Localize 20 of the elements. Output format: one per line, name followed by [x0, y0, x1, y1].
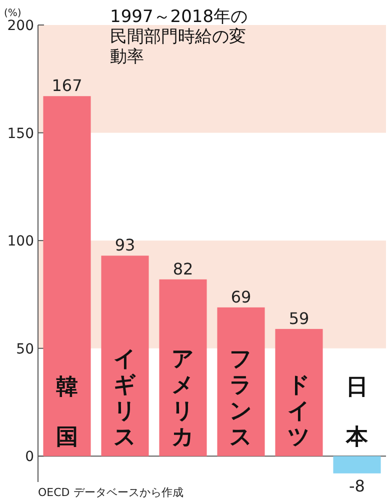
data-label: 59 — [288, 308, 310, 328]
y-axis-title: (%) — [4, 8, 22, 19]
data-label: 93 — [114, 236, 136, 255]
text: OECD データベースから作成 — [38, 486, 184, 499]
y-tick-label: 50 — [16, 341, 34, 358]
x-tick-label: アメリカ — [172, 347, 194, 450]
y-tick-label: 150 — [7, 126, 34, 142]
data-label: 69 — [230, 287, 252, 306]
x-tick-label: 日本 — [345, 375, 369, 450]
y-tick-label: 100 — [7, 234, 34, 250]
x-tick-label: ドイツ — [288, 373, 310, 450]
chart-title: 1997～2018年の民間部門時給の変動率 — [110, 7, 248, 67]
x-tick-label: イギリス — [114, 347, 136, 450]
data-label: 167 — [52, 76, 82, 96]
y-tick-label: 0 — [25, 449, 34, 466]
data-label: 82 — [172, 259, 194, 278]
x-tick-label: 韓国 — [56, 375, 78, 450]
data-label: -8 — [349, 476, 365, 496]
x-tick-label: フランス — [230, 347, 252, 450]
y-tick-label: 200 — [7, 18, 34, 34]
